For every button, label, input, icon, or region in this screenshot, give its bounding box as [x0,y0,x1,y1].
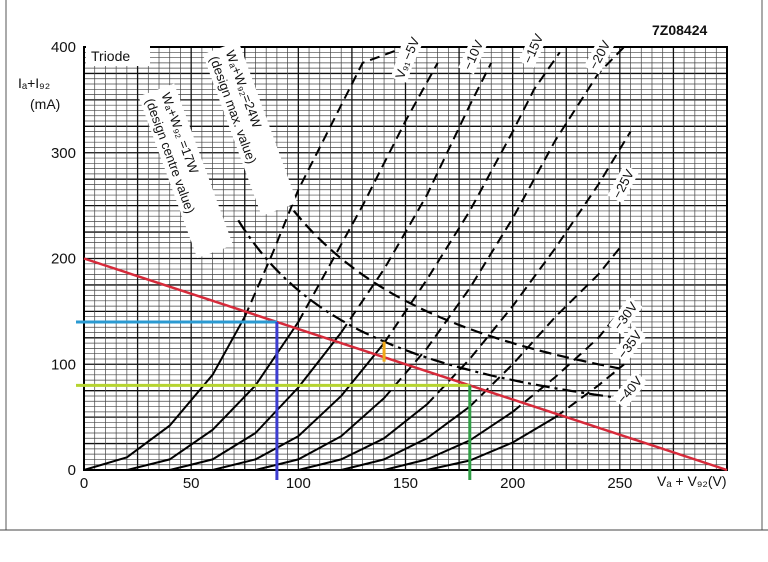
x-tick-label: 150 [393,475,418,492]
panel-label: Triode [91,48,130,64]
figure-code: 7Z08424 [652,22,707,38]
curve-vg0-dashed [243,46,406,318]
curve-m10-dashed [340,62,493,334]
curve-label-m20-bg [583,35,616,75]
y-tick-label: 400 [51,39,76,56]
curve-label-m10-bg [458,35,489,75]
curve-m35-solid [383,410,514,471]
curve-m5-solid [126,321,300,471]
curve-m25-dashed [426,131,632,406]
curve-vg0-solid [83,316,246,471]
x-tick-label: 0 [80,475,88,492]
dissipation-label-bg [202,41,298,216]
x-tick-label: 250 [607,475,632,492]
curve-m40-dashed [554,363,625,418]
y-axis-label: Iₐ+I₉₂ [18,75,50,91]
curve-label-m25-bg [607,164,639,204]
curve-m30-solid [340,405,471,471]
x-axis-label: Vₐ + V₉₂(V) [657,473,727,489]
load-line-overlay [76,257,728,480]
x-tick-label: 200 [500,475,525,492]
curve-label-m35-bg [612,325,647,364]
curve-m15-solid [212,342,385,471]
y-tick-label: 200 [51,251,76,268]
dissipation-curve-17w [237,219,620,400]
curve-label-m15-bg [518,29,549,68]
y-tick-label: 100 [51,356,76,373]
tick-labels: 0 100 200 300 400 0 50 100 150 200 250 [51,39,632,492]
curve-m40-solid [426,416,557,471]
curve-label-m5: −5V [397,32,425,65]
x-tick-label: 50 [183,475,200,492]
curve-m5-dashed [297,62,439,323]
curve-label-m40-bg [612,371,648,409]
y-axis-unit: (mA) [30,96,60,112]
load-line [83,257,728,472]
y-tick-label: 0 [68,462,76,479]
y-tick-label: 300 [51,145,76,162]
curve-label-m30-bg [608,296,643,336]
curve-m30-dashed [469,247,621,408]
curve-m25-solid [298,403,428,471]
x-tick-label: 100 [286,475,311,492]
curve-label-m5-bg [397,32,425,65]
dissipation-label-bg [138,83,234,259]
curve-m10-solid [169,331,342,471]
panel-label-box [86,44,150,66]
